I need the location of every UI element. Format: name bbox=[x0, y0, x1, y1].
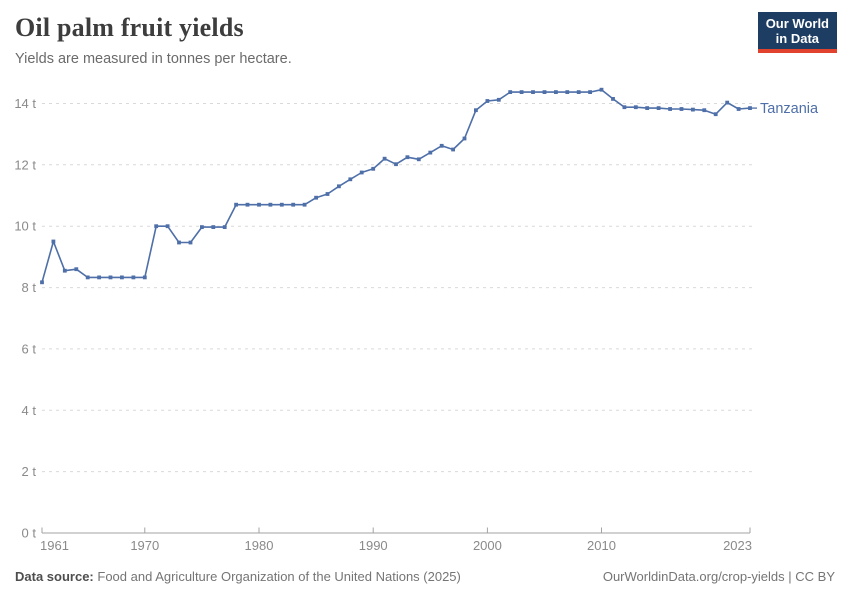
data-point[interactable] bbox=[165, 224, 170, 229]
data-point[interactable] bbox=[257, 202, 261, 207]
data-point[interactable] bbox=[645, 106, 650, 110]
data-source-text: Food and Agriculture Organization of the… bbox=[97, 569, 461, 584]
data-point[interactable] bbox=[268, 202, 273, 207]
data-point[interactable] bbox=[691, 107, 695, 112]
data-point[interactable] bbox=[74, 267, 79, 272]
attribution-link[interactable]: OurWorldinData.org/crop-yields | CC BY bbox=[602, 569, 835, 584]
x-axis-label: 1990 bbox=[359, 538, 388, 553]
data-point[interactable] bbox=[576, 90, 581, 94]
data-point[interactable] bbox=[748, 106, 752, 110]
x-axis-label: 2010 bbox=[587, 538, 616, 553]
x-axis-label: 2023 bbox=[723, 538, 752, 553]
data-point[interactable] bbox=[108, 275, 113, 280]
data-point[interactable] bbox=[702, 108, 707, 113]
y-axis-label: 10 t bbox=[14, 219, 36, 234]
data-point[interactable] bbox=[519, 90, 524, 94]
y-axis-label: 4 t bbox=[22, 403, 37, 418]
data-point[interactable] bbox=[736, 107, 741, 111]
chart-svg: 0 t 2 t 4 t 6 t 8 t 10 t 12 t 14 t 1961 1970 1980 1… bbox=[14, 87, 819, 553]
data-point[interactable] bbox=[314, 195, 318, 200]
y-axis-label: 12 t bbox=[14, 157, 36, 172]
data-point[interactable] bbox=[725, 100, 730, 105]
y-axis-label: 0 t bbox=[22, 526, 37, 541]
data-point[interactable] bbox=[337, 184, 341, 189]
data-point[interactable] bbox=[371, 166, 376, 171]
owid-logo[interactable]: Our World in Data bbox=[757, 12, 837, 53]
x-axis-label: 1961 bbox=[40, 538, 69, 553]
data-point[interactable] bbox=[40, 280, 44, 285]
y-axis-label: 2 t bbox=[22, 464, 37, 479]
data-point[interactable] bbox=[188, 240, 193, 245]
data-point[interactable] bbox=[62, 268, 67, 273]
line-chart: 0 t 2 t 4 t 6 t 8 t 10 t 12 t 14 t 1961 1970 1980 1… bbox=[0, 75, 850, 575]
data-point[interactable] bbox=[348, 177, 353, 182]
data-point[interactable] bbox=[508, 90, 513, 94]
data-point[interactable] bbox=[97, 275, 101, 280]
data-point[interactable] bbox=[633, 105, 638, 110]
data-point[interactable] bbox=[154, 224, 159, 229]
data-point[interactable] bbox=[142, 275, 147, 280]
data-point[interactable] bbox=[200, 225, 204, 229]
data-point[interactable] bbox=[565, 90, 570, 94]
page-title: Oil palm fruit yields bbox=[15, 13, 244, 42]
data-point[interactable] bbox=[668, 107, 672, 111]
data-point[interactable] bbox=[485, 99, 490, 103]
data-point[interactable] bbox=[405, 155, 410, 160]
data-point[interactable] bbox=[439, 143, 444, 148]
tanzania-line[interactable] bbox=[41, 88, 751, 283]
data-point[interactable] bbox=[428, 150, 433, 155]
data-point[interactable] bbox=[713, 112, 718, 117]
data-source-note: Data source: Food and Agriculture Organi… bbox=[15, 569, 461, 584]
data-point[interactable] bbox=[474, 108, 478, 113]
y-axis-label: 6 t bbox=[22, 341, 37, 356]
data-point[interactable] bbox=[554, 90, 558, 94]
data-point[interactable] bbox=[622, 105, 627, 110]
data-point[interactable] bbox=[599, 87, 604, 92]
data-point[interactable] bbox=[382, 156, 387, 161]
data-point[interactable] bbox=[394, 162, 398, 167]
data-point[interactable] bbox=[542, 90, 547, 94]
data-point[interactable] bbox=[279, 202, 284, 207]
x-axis-label: 1980 bbox=[245, 538, 274, 553]
data-point[interactable] bbox=[451, 147, 455, 152]
data-point[interactable] bbox=[496, 97, 501, 102]
data-point[interactable] bbox=[177, 240, 181, 245]
owid-logo-line2: in Data bbox=[775, 31, 820, 46]
data-point[interactable] bbox=[131, 275, 136, 280]
chart-subtitle: Yields are measured in tonnes per hectar… bbox=[15, 51, 292, 67]
data-point[interactable] bbox=[51, 239, 56, 244]
x-axis-label: 2000 bbox=[473, 538, 502, 553]
data-point[interactable] bbox=[679, 107, 684, 111]
series-label-tanzania[interactable]: Tanzania bbox=[760, 101, 819, 117]
data-point[interactable] bbox=[325, 192, 330, 196]
data-point[interactable] bbox=[120, 275, 124, 280]
data-point[interactable] bbox=[245, 202, 250, 207]
x-axis-label: 1970 bbox=[130, 538, 159, 553]
data-point[interactable] bbox=[531, 90, 535, 94]
data-point[interactable] bbox=[211, 225, 216, 229]
owid-logo-line1: Our World bbox=[765, 16, 829, 31]
data-point[interactable] bbox=[462, 136, 467, 141]
data-point[interactable] bbox=[588, 90, 592, 94]
y-axis-label: 14 t bbox=[14, 96, 36, 111]
data-point[interactable] bbox=[234, 202, 238, 207]
data-point[interactable] bbox=[611, 97, 615, 101]
y-axis-label: 8 t bbox=[22, 280, 37, 295]
data-point[interactable] bbox=[302, 202, 307, 207]
chart-footer: Data source: Food and Agriculture Organi… bbox=[0, 569, 850, 584]
data-point[interactable] bbox=[222, 225, 227, 229]
data-point[interactable] bbox=[416, 157, 421, 162]
data-point[interactable] bbox=[291, 202, 296, 207]
data-point[interactable] bbox=[656, 106, 661, 110]
data-point[interactable] bbox=[85, 275, 90, 280]
data-source-label: Data source: bbox=[15, 569, 94, 584]
data-point[interactable] bbox=[359, 170, 364, 175]
